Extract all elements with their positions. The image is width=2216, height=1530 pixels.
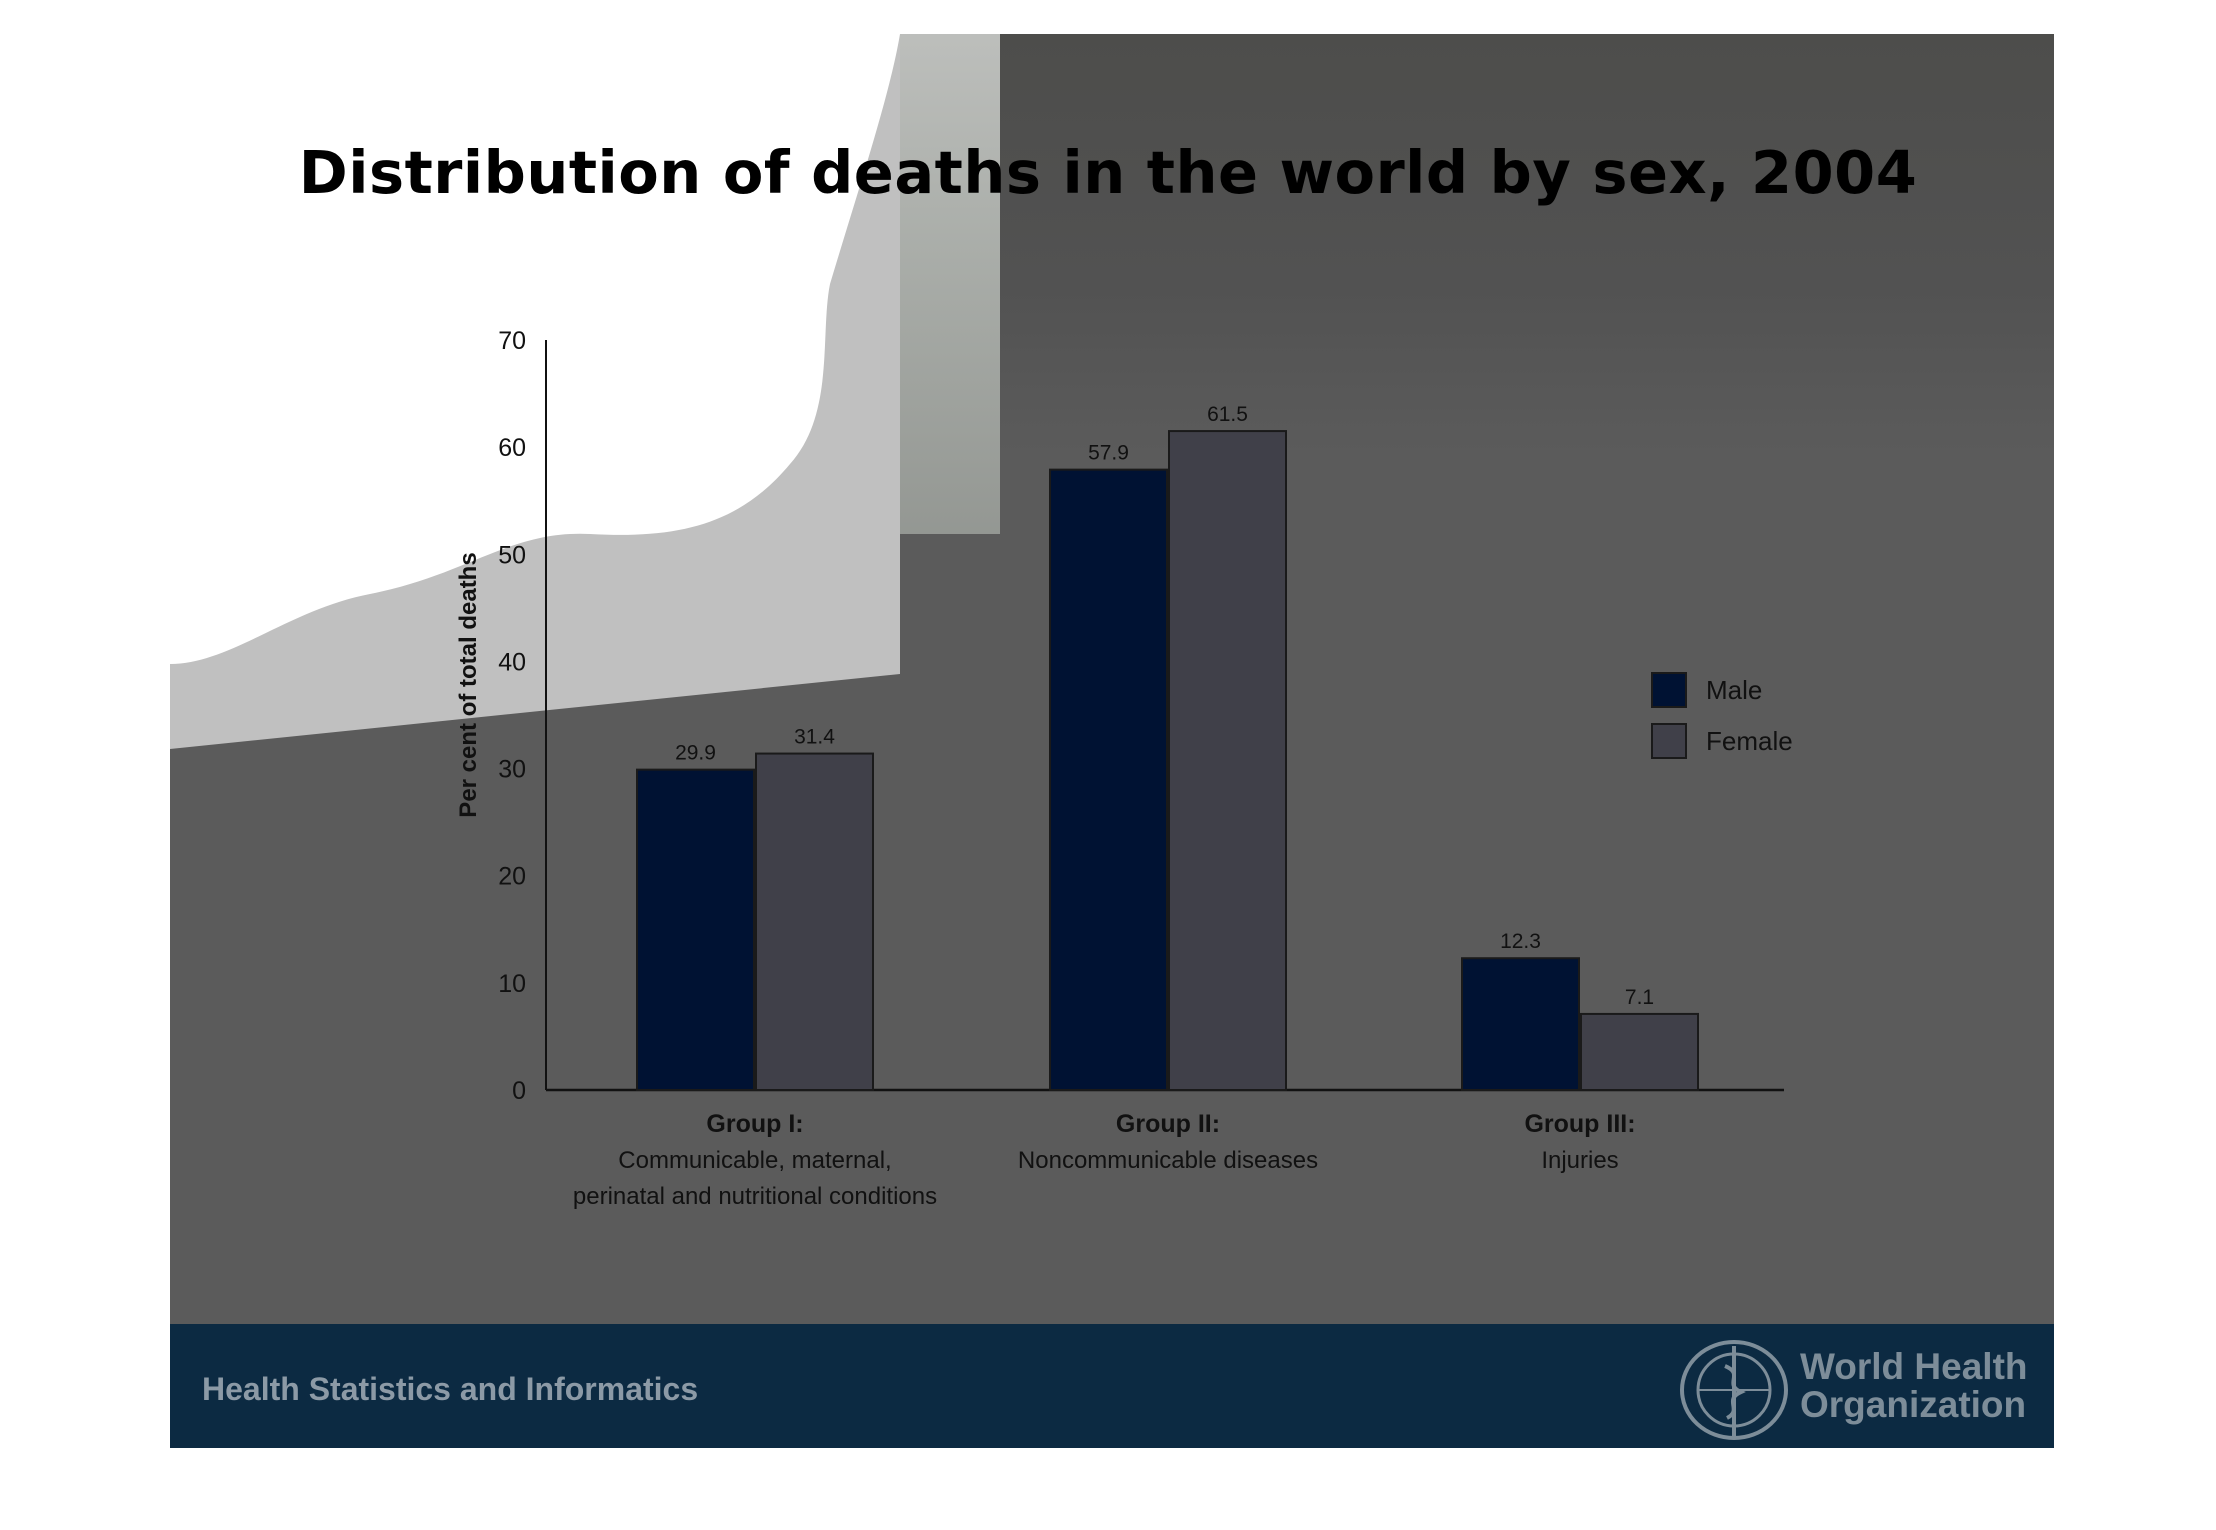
data-label: 57.9 (1088, 442, 1129, 465)
data-label: 61.5 (1207, 403, 1248, 426)
bar-male (1049, 468, 1168, 1091)
y-tick-label: 0 (512, 1077, 526, 1105)
bar-female (755, 752, 874, 1091)
legend-swatch-male (1651, 672, 1687, 708)
decorative-curve-shape (170, 34, 900, 749)
y-tick-label: 50 (498, 541, 526, 569)
y-tick-label: 20 (498, 863, 526, 891)
bar-male (636, 768, 755, 1092)
y-tick-label: 60 (498, 434, 526, 462)
y-axis-label: Per cent of total deaths (455, 552, 482, 817)
y-tick-label: 40 (498, 648, 526, 676)
who-wordmark: World Health Organization (1800, 1348, 2028, 1424)
who-emblem-icon (1680, 1340, 1788, 1440)
legend-label-female: Female (1706, 726, 1793, 756)
footer-department-label: Health Statistics and Informatics (202, 1371, 699, 1407)
who-wordmark-line2: Organization (1800, 1384, 2027, 1425)
category-sublabel: Injuries (1541, 1147, 1618, 1174)
category-sublabel: perinatal and nutritional conditions (573, 1183, 937, 1210)
y-tick-label: 30 (498, 756, 526, 784)
legend-swatch-female (1651, 723, 1687, 759)
slide-title: Distribution of deaths in the world by s… (298, 138, 1918, 207)
data-label: 12.3 (1500, 930, 1541, 953)
category-sublabel: Noncommunicable diseases (1018, 1147, 1318, 1174)
footer-bar (170, 1324, 2054, 1448)
data-label: 7.1 (1625, 986, 1654, 1009)
slide-background: Health Statistics and Informatics World … (170, 34, 2054, 1448)
category-label: Group III: (1524, 1110, 1635, 1138)
who-wordmark-line1: World Health (1800, 1346, 2028, 1387)
legend-label-male: Male (1706, 675, 1762, 705)
bar-female (1580, 1012, 1699, 1092)
data-label: 29.9 (675, 742, 716, 765)
bar-female (1168, 430, 1287, 1092)
data-label: 31.4 (794, 726, 835, 749)
y-tick-label: 10 (498, 970, 526, 998)
chart-bars (636, 430, 1699, 1092)
chart-legend: Male Female (1651, 672, 1793, 759)
bar-male (1461, 957, 1580, 1092)
category-sublabel: Communicable, maternal, (618, 1147, 891, 1174)
world-map-strip (900, 34, 1000, 534)
chart-labels: 29.9 57.9 12.3 31.4 61.5 7.1 Group I: Communica… (573, 403, 1654, 1210)
y-tick-label: 70 (498, 327, 526, 355)
category-label: Group I: (706, 1110, 803, 1138)
category-label: Group II: (1116, 1110, 1220, 1138)
